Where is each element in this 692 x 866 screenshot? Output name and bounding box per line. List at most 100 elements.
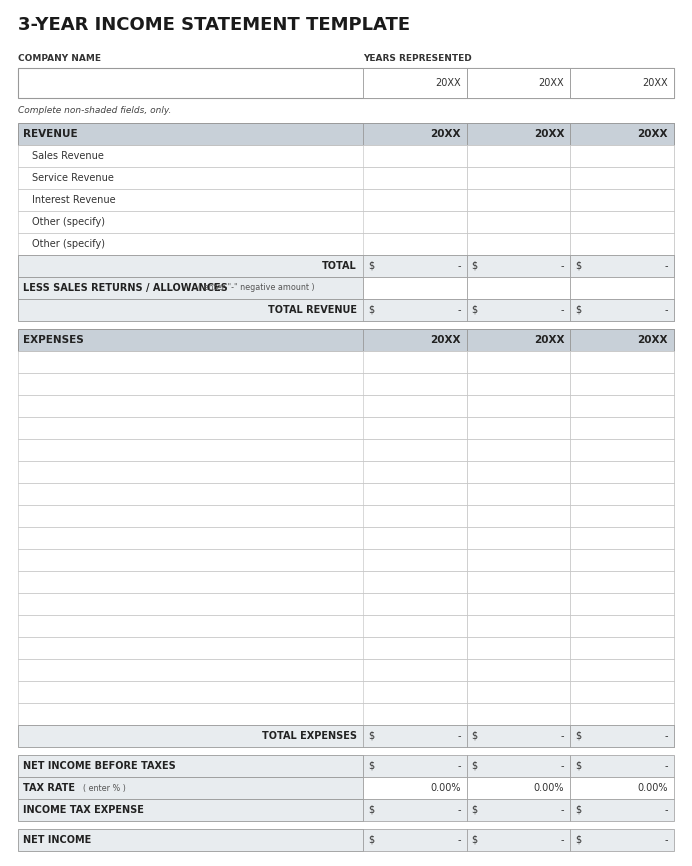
Bar [363, 681, 466, 703]
Bar [570, 299, 674, 321]
Text: 0.00%: 0.00% [534, 783, 565, 793]
Bar [466, 571, 570, 593]
Bar [570, 703, 674, 725]
Bar [18, 637, 674, 659]
Text: 20XX: 20XX [534, 129, 565, 139]
Bar [363, 373, 466, 395]
Bar [363, 505, 466, 527]
Bar [466, 659, 570, 681]
Text: 3-YEAR INCOME STATEMENT TEMPLATE: 3-YEAR INCOME STATEMENT TEMPLATE [18, 16, 410, 34]
Bar [18, 329, 674, 351]
Bar [570, 461, 674, 483]
Bar [466, 211, 570, 233]
Text: $: $ [472, 261, 478, 271]
Bar [18, 373, 674, 395]
Text: -: - [457, 731, 461, 741]
Bar [363, 637, 466, 659]
Bar [18, 681, 674, 703]
Bar [363, 527, 466, 549]
Text: $: $ [472, 805, 478, 815]
Bar [466, 255, 570, 277]
Bar [363, 483, 466, 505]
Bar [570, 351, 674, 373]
Text: REVENUE: REVENUE [23, 129, 78, 139]
Text: 20XX: 20XX [430, 129, 461, 139]
Text: Interest Revenue: Interest Revenue [32, 195, 116, 205]
Bar [466, 145, 570, 167]
Text: -: - [561, 805, 565, 815]
Text: Complete non-shaded fields, only.: Complete non-shaded fields, only. [18, 106, 172, 115]
Bar [18, 659, 674, 681]
Bar [570, 189, 674, 211]
Bar [363, 145, 466, 167]
Bar [363, 571, 466, 593]
Bar [466, 373, 570, 395]
Text: LESS SALES RETURNS / ALLOWANCES: LESS SALES RETURNS / ALLOWANCES [23, 283, 228, 293]
Bar [466, 439, 570, 461]
Text: $: $ [472, 761, 478, 771]
Bar [18, 233, 674, 255]
Text: $: $ [368, 761, 374, 771]
Bar [570, 527, 674, 549]
Bar [363, 233, 466, 255]
Bar [570, 277, 674, 299]
Text: -: - [457, 261, 461, 271]
Bar [466, 351, 570, 373]
Bar [570, 755, 674, 777]
Bar [363, 703, 466, 725]
Text: -: - [457, 305, 461, 315]
Bar [570, 593, 674, 615]
Bar [18, 255, 674, 277]
Bar [466, 593, 570, 615]
Bar [18, 417, 674, 439]
Text: $: $ [368, 305, 374, 315]
Bar [363, 189, 466, 211]
Text: Other (specify): Other (specify) [32, 239, 105, 249]
Bar [466, 167, 570, 189]
Bar [363, 68, 466, 98]
Bar [363, 277, 466, 299]
Bar [363, 615, 466, 637]
Text: 20XX: 20XX [534, 335, 565, 345]
Text: $: $ [472, 305, 478, 315]
Bar [466, 681, 570, 703]
Text: TOTAL EXPENSES: TOTAL EXPENSES [262, 731, 357, 741]
Bar [466, 123, 570, 145]
Bar [363, 461, 466, 483]
Text: -: - [664, 261, 668, 271]
Bar [18, 483, 674, 505]
Bar [18, 593, 674, 615]
Text: $: $ [575, 261, 581, 271]
Text: -: - [664, 835, 668, 845]
Text: ( enter % ): ( enter % ) [83, 784, 126, 792]
Bar [18, 755, 363, 777]
Bar [466, 505, 570, 527]
Text: $: $ [368, 835, 374, 845]
Text: -: - [457, 835, 461, 845]
Text: $: $ [575, 835, 581, 845]
Bar [18, 615, 674, 637]
Bar [570, 777, 674, 799]
Bar [363, 395, 466, 417]
Bar [18, 505, 674, 527]
Bar [18, 527, 674, 549]
Bar [466, 703, 570, 725]
Bar [18, 145, 674, 167]
Bar [18, 68, 674, 98]
Bar [570, 123, 674, 145]
Text: INCOME TAX EXPENSE: INCOME TAX EXPENSE [23, 805, 144, 815]
Bar [570, 439, 674, 461]
Bar [570, 255, 674, 277]
Bar [570, 549, 674, 571]
Text: $: $ [368, 805, 374, 815]
Bar [18, 777, 363, 799]
Bar [363, 417, 466, 439]
Bar [466, 417, 570, 439]
Bar [363, 255, 466, 277]
Text: YEARS REPRESENTED: YEARS REPRESENTED [363, 54, 472, 63]
Bar [466, 299, 570, 321]
Text: $: $ [575, 305, 581, 315]
Text: Other (specify): Other (specify) [32, 217, 105, 227]
Bar [18, 571, 674, 593]
Bar [363, 439, 466, 461]
